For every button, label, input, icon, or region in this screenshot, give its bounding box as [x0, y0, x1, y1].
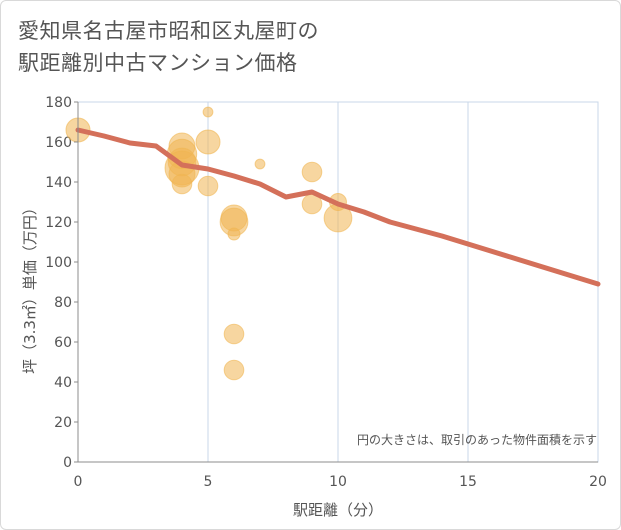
data-point — [254, 158, 266, 170]
x-tick-label: 20 — [589, 474, 607, 490]
trend-line — [75, 127, 601, 287]
y-tick-label: 160 — [45, 135, 72, 151]
y-tick-label: 80 — [54, 295, 72, 311]
x-axis-label: 駅距離（分） — [293, 501, 383, 519]
chart-title: 愛知県名古屋市昭和区丸屋町の 駅距離別中古マンション価格 — [18, 15, 319, 79]
chart-title-line-1: 愛知県名古屋市昭和区丸屋町の — [18, 19, 319, 43]
x-tick-label: 0 — [74, 474, 83, 490]
y-tick-label: 20 — [54, 415, 72, 431]
axes — [74, 101, 598, 463]
data-point — [223, 323, 245, 345]
y-tick-label: 180 — [45, 95, 72, 111]
y-axis-label: 坪（3.3㎡）単価（万円） — [21, 200, 39, 374]
x-tick-label: 15 — [459, 474, 477, 490]
y-tick-label: 120 — [45, 215, 72, 231]
data-point — [227, 227, 241, 241]
tick-labels: 0 5 10 15 20 0 20 40 60 80 100 120 140 160 180 — [45, 95, 607, 490]
x-tick-label: 10 — [329, 474, 347, 490]
data-point — [195, 129, 221, 155]
data-point — [171, 173, 193, 195]
data-points — [65, 106, 353, 381]
data-point — [197, 175, 219, 197]
data-point — [202, 106, 214, 118]
trend-line-group — [75, 127, 601, 287]
y-tick-label: 100 — [45, 255, 72, 271]
data-point — [301, 161, 323, 183]
chart-title-line-2: 駅距離別中古マンション価格 — [18, 51, 298, 75]
size-note: 円の大きさは、取引のあった物件面積を示す — [357, 432, 597, 447]
x-tick-label: 5 — [204, 474, 213, 490]
y-tick-label: 0 — [63, 455, 72, 471]
y-tick-label: 140 — [45, 175, 72, 191]
grid — [77, 101, 599, 463]
y-tick-label: 40 — [54, 375, 72, 391]
data-point — [223, 359, 245, 381]
y-tick-label: 60 — [54, 335, 72, 351]
